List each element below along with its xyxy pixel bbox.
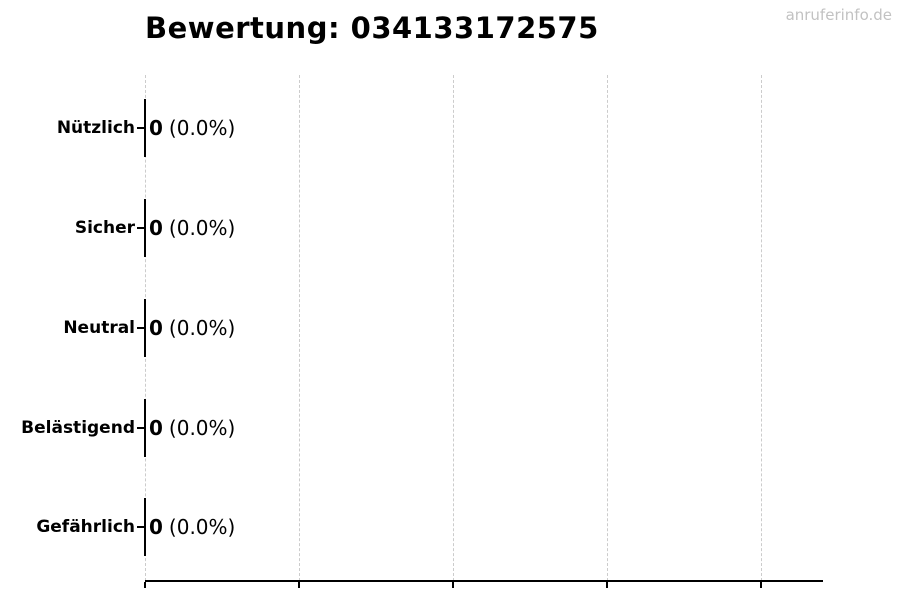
category-row: Sicher 0 (0.0%)	[0, 199, 900, 257]
y-tick	[137, 526, 144, 528]
value-percent: (0.0%)	[168, 515, 236, 539]
bar-value-label: 0 (0.0%)	[149, 116, 235, 140]
gridline	[453, 75, 454, 581]
category-row: Gefährlich 0 (0.0%)	[0, 498, 900, 556]
x-tick	[606, 582, 608, 588]
value-count: 0	[149, 316, 163, 340]
x-tick	[452, 582, 454, 588]
category-label: Belästigend	[21, 418, 135, 438]
x-axis-line	[145, 580, 823, 582]
bar-value-label: 0 (0.0%)	[149, 216, 235, 240]
plot-area	[145, 75, 823, 581]
category-label: Sicher	[74, 218, 135, 238]
x-tick	[760, 582, 762, 588]
x-tick	[298, 582, 300, 588]
watermark-text: anruferinfo.de	[785, 6, 892, 24]
value-percent: (0.0%)	[168, 316, 236, 340]
value-percent: (0.0%)	[168, 116, 236, 140]
gridline	[761, 75, 762, 581]
category-label: Neutral	[63, 318, 135, 338]
x-tick	[144, 582, 146, 588]
value-percent: (0.0%)	[168, 216, 236, 240]
value-count: 0	[149, 216, 163, 240]
gridline	[145, 75, 146, 581]
bar-zero-edge	[144, 99, 146, 157]
bar-zero-edge	[144, 199, 146, 257]
category-label: Nützlich	[56, 118, 135, 138]
category-row: Neutral 0 (0.0%)	[0, 299, 900, 357]
category-label: Gefährlich	[36, 517, 135, 537]
bar-zero-edge	[144, 399, 146, 457]
y-tick	[137, 227, 144, 229]
category-row: Nützlich 0 (0.0%)	[0, 99, 900, 157]
bar-value-label: 0 (0.0%)	[149, 515, 235, 539]
value-count: 0	[149, 116, 163, 140]
value-count: 0	[149, 515, 163, 539]
y-tick	[137, 427, 144, 429]
y-tick	[137, 127, 144, 129]
bar-value-label: 0 (0.0%)	[149, 416, 235, 440]
bar-value-label: 0 (0.0%)	[149, 316, 235, 340]
bar-zero-edge	[144, 498, 146, 556]
gridline	[299, 75, 300, 581]
y-tick	[137, 327, 144, 329]
chart-title: Bewertung: 034133172575	[145, 11, 599, 45]
value-count: 0	[149, 416, 163, 440]
value-percent: (0.0%)	[168, 416, 236, 440]
bar-zero-edge	[144, 299, 146, 357]
category-row: Belästigend 0 (0.0%)	[0, 399, 900, 457]
gridline	[607, 75, 608, 581]
